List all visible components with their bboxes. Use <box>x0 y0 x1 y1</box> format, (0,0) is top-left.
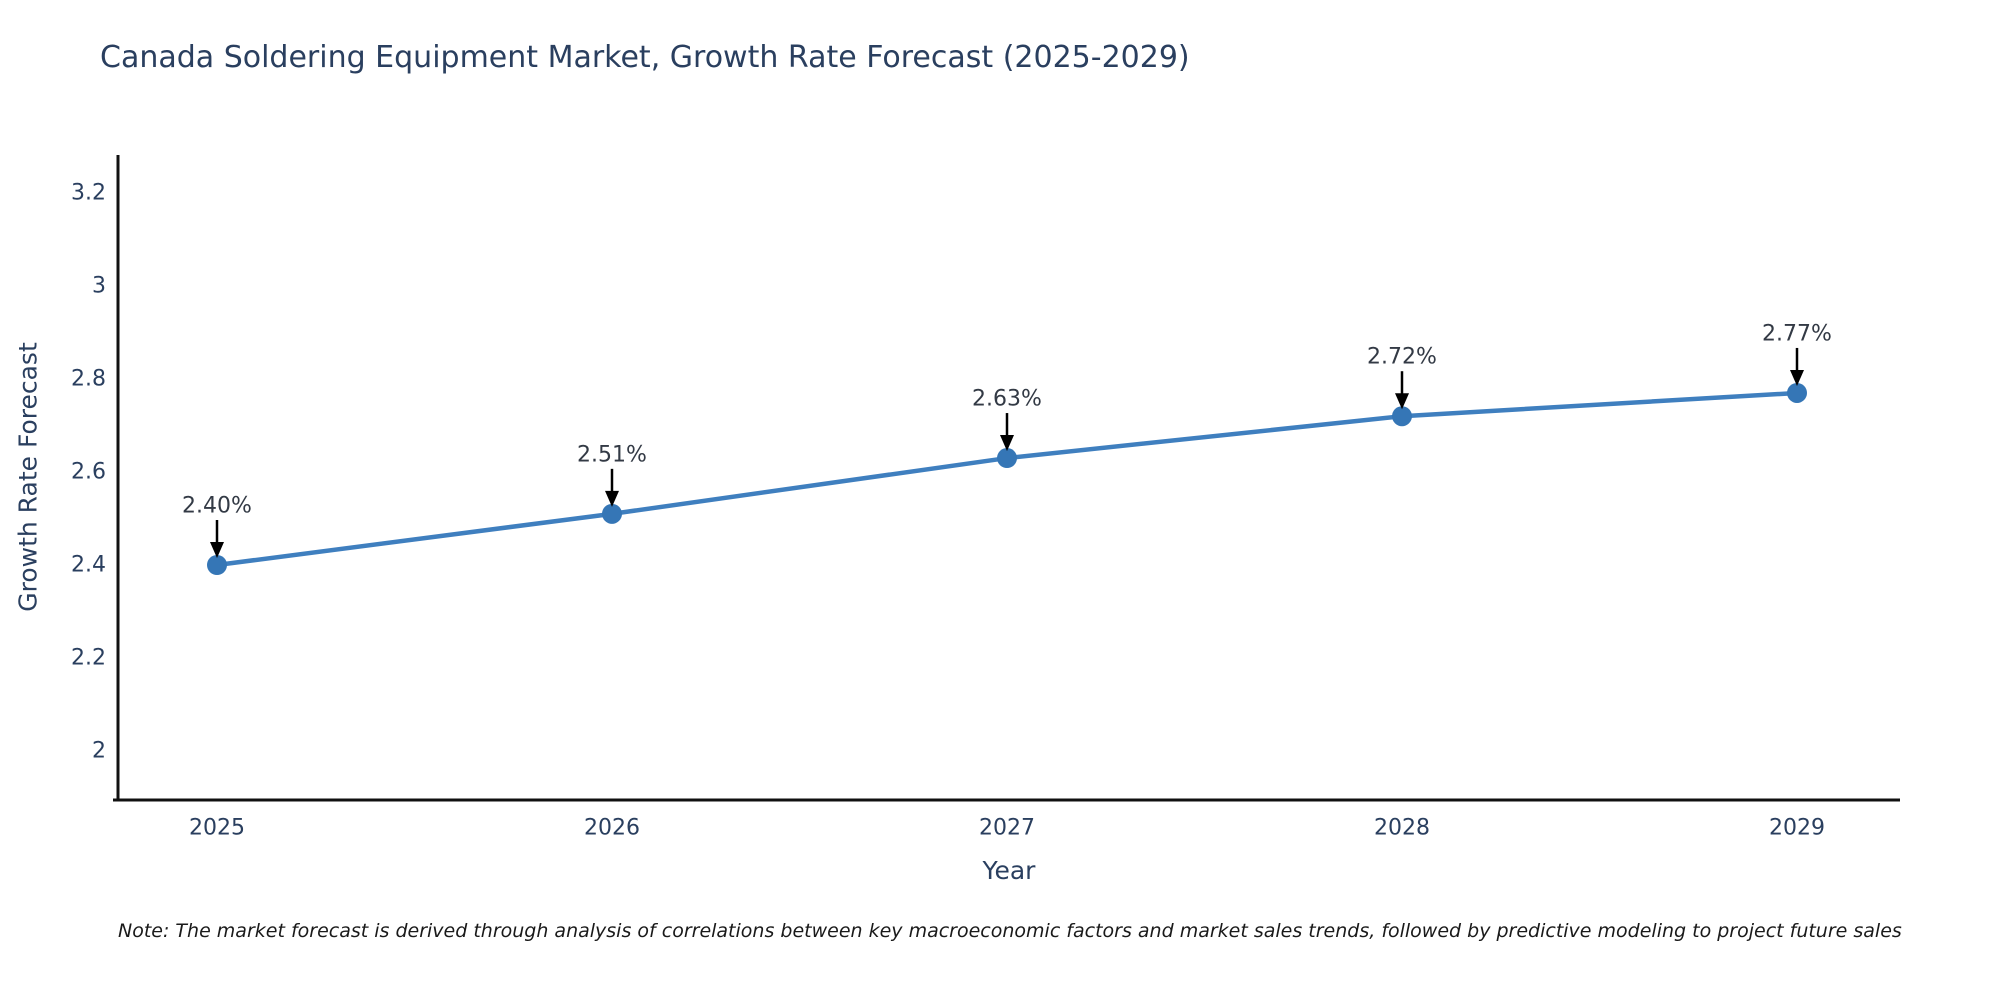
chart-footnote: Note: The market forecast is derived thr… <box>118 920 1902 942</box>
y-tick-label: 2.6 <box>71 460 106 485</box>
y-tick-label: 2.4 <box>71 553 106 578</box>
y-tick-label: 2.2 <box>71 646 106 671</box>
annotation-arrow-head <box>210 542 224 558</box>
x-tick-label: 2027 <box>979 816 1035 841</box>
data-point-marker <box>997 448 1017 469</box>
y-tick-label: 2 <box>92 739 106 764</box>
data-point-label: 2.51% <box>577 442 647 467</box>
data-point-label: 2.77% <box>1762 321 1832 346</box>
x-tick-label: 2026 <box>584 816 640 841</box>
data-point-marker <box>1392 406 1412 427</box>
annotation-arrow-head <box>605 490 619 507</box>
annotation-arrow-head <box>1395 393 1409 410</box>
x-tick-label: 2025 <box>189 816 245 841</box>
x-tick-label: 2029 <box>1769 816 1825 841</box>
data-point-marker <box>602 503 622 524</box>
annotation-arrow-head <box>1790 369 1804 386</box>
y-tick-label: 3.2 <box>71 181 106 206</box>
data-point-label: 2.72% <box>1367 345 1437 370</box>
annotation-arrow-head <box>1000 435 1014 452</box>
y-tick-label: 2.8 <box>71 367 106 392</box>
x-axis-title: Year <box>982 856 1036 885</box>
data-point-label: 2.40% <box>182 494 252 519</box>
chart-title: Canada Soldering Equipment Market, Growt… <box>100 40 1190 75</box>
data-point-label: 2.63% <box>972 387 1042 412</box>
data-point-marker <box>1787 382 1807 403</box>
y-tick-label: 3 <box>92 274 106 299</box>
x-tick-label: 2028 <box>1374 816 1430 841</box>
data-point-marker <box>207 555 227 575</box>
